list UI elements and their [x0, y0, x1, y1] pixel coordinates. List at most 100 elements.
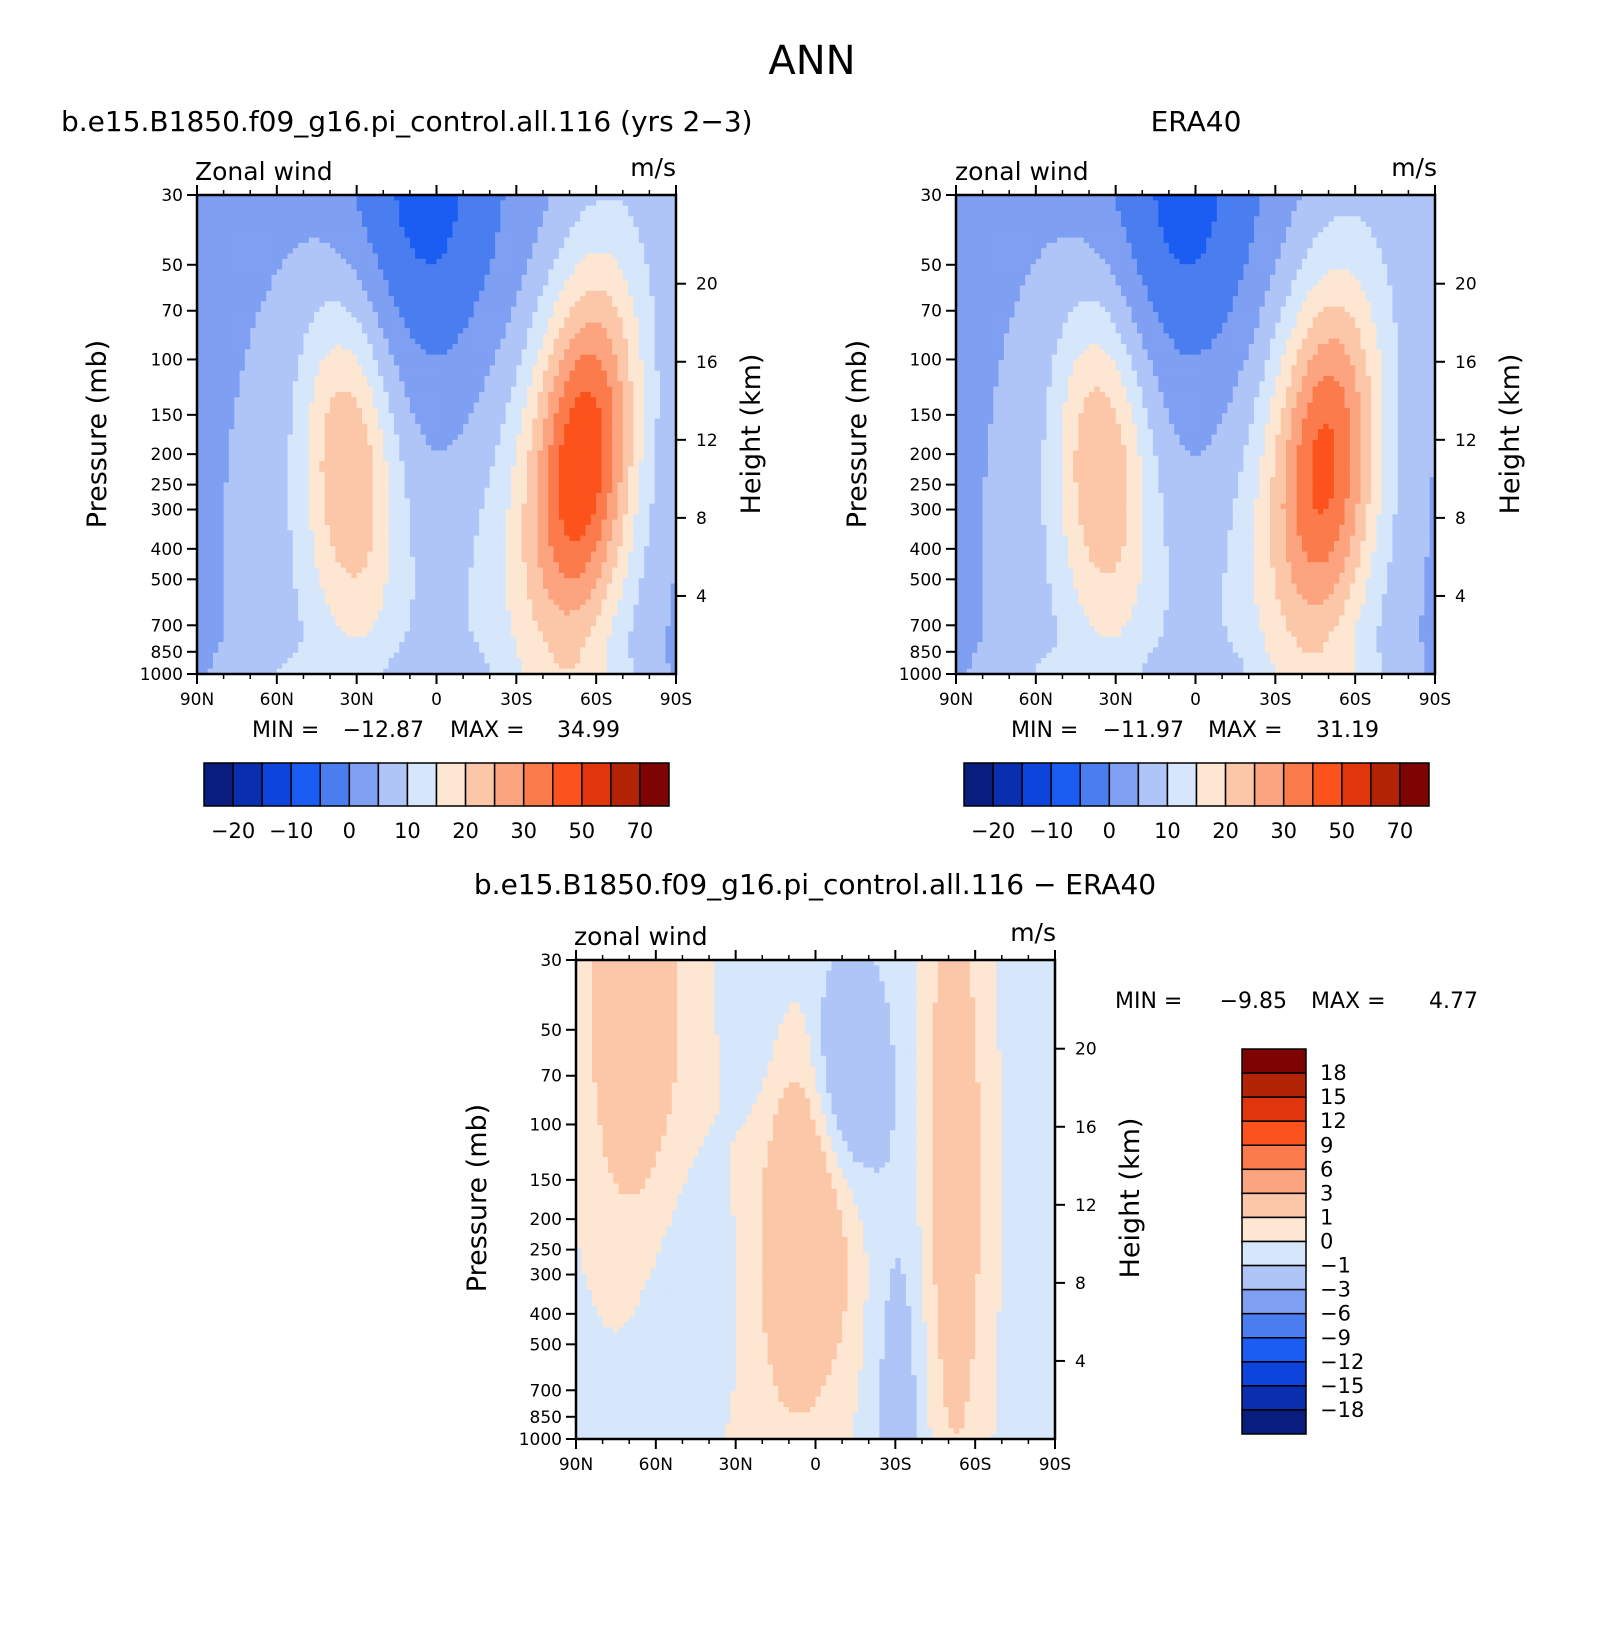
- field-cell: [436, 365, 443, 372]
- field-cell: [292, 461, 299, 468]
- field-cell: [223, 391, 230, 398]
- field-cell: [292, 306, 299, 313]
- field-cell: [633, 386, 640, 393]
- field-cell: [590, 248, 597, 255]
- field-cell: [558, 413, 565, 420]
- field-cell: [212, 344, 219, 350]
- field-cell: [612, 248, 619, 255]
- field-cell: [670, 258, 676, 265]
- field-cell: [388, 274, 395, 281]
- field-cell: [628, 269, 635, 276]
- field-cell: [612, 242, 619, 249]
- field-cell: [393, 445, 400, 452]
- field-cell: [314, 269, 321, 276]
- field-cell: [633, 232, 640, 239]
- field-cell: [409, 461, 416, 468]
- field-cell: [239, 397, 246, 404]
- field-cell: [590, 242, 597, 249]
- field-cell: [473, 290, 480, 297]
- field-cell: [244, 482, 251, 489]
- field-cell: [399, 397, 406, 404]
- field-cell: [670, 402, 676, 409]
- field-cell: [580, 418, 587, 425]
- field-cell: [638, 365, 645, 372]
- field-cell: [644, 200, 650, 207]
- field-cell: [633, 445, 640, 452]
- field-cell: [516, 344, 523, 350]
- field-cell: [537, 301, 544, 308]
- field-cell: [228, 285, 235, 292]
- field-cell: [580, 248, 587, 255]
- field-cell: [441, 317, 448, 324]
- field-cell: [601, 359, 608, 366]
- field-cell: [649, 290, 656, 297]
- field-cell: [606, 216, 613, 223]
- field-cell: [489, 466, 496, 473]
- field-cell: [420, 312, 427, 319]
- field-cell: [335, 429, 342, 436]
- field-cell: [463, 391, 470, 398]
- field-cell: [654, 296, 661, 303]
- field-cell: [255, 418, 262, 425]
- field-cell: [388, 205, 395, 212]
- field-cell: [228, 232, 235, 239]
- field-cell: [250, 338, 257, 345]
- field-cell: [463, 226, 470, 233]
- field-cell: [377, 418, 384, 425]
- field-cell: [654, 221, 661, 228]
- field-cell: [537, 391, 544, 398]
- field-cell: [197, 386, 203, 393]
- field-cell: [244, 200, 251, 207]
- field-cell: [393, 365, 400, 372]
- field-cell: [622, 333, 629, 340]
- field-cell: [495, 258, 501, 265]
- field-cell: [383, 461, 390, 468]
- field-cell: [431, 386, 438, 393]
- field-cell: [526, 306, 533, 313]
- field-cell: [404, 333, 411, 340]
- field-cell: [399, 381, 406, 388]
- field-cell: [346, 200, 352, 207]
- field-cell: [340, 455, 347, 462]
- field-cell: [202, 237, 209, 244]
- field-cell: [649, 455, 656, 462]
- field-cell: [314, 237, 321, 244]
- field-cell: [558, 477, 565, 483]
- field-cell: [441, 269, 448, 276]
- field-cell: [361, 269, 368, 276]
- field-cell: [585, 375, 592, 382]
- field-cell: [500, 306, 507, 313]
- field-cell: [537, 195, 544, 201]
- field-cell: [436, 280, 443, 287]
- field-cell: [574, 210, 581, 217]
- field-cell: [356, 338, 363, 345]
- field-cell: [223, 386, 230, 393]
- field-cell: [521, 359, 528, 366]
- field-cell: [617, 205, 624, 212]
- field-cell: [633, 296, 640, 303]
- field-cell: [638, 290, 645, 297]
- field-cell: [526, 269, 533, 276]
- field-cell: [585, 407, 592, 414]
- field-cell: [585, 264, 592, 271]
- field-cell: [420, 482, 427, 489]
- field-cell: [356, 242, 363, 249]
- field-cell: [484, 237, 491, 244]
- field-cell: [574, 242, 581, 249]
- field-cell: [537, 205, 544, 212]
- field-cell: [564, 306, 571, 313]
- field-cell: [670, 429, 676, 436]
- field-cell: [250, 285, 257, 292]
- field-cell: [266, 274, 273, 281]
- field-cell: [649, 312, 656, 319]
- field-cell: [644, 386, 650, 393]
- field-cell: [526, 248, 533, 255]
- field-cell: [670, 359, 676, 366]
- field-cell: [596, 258, 603, 265]
- field-cell: [665, 434, 672, 441]
- field-cell: [223, 312, 230, 319]
- field-cell: [511, 344, 517, 350]
- field-cell: [266, 423, 273, 430]
- field-cell: [537, 413, 544, 420]
- field-cell: [346, 461, 352, 468]
